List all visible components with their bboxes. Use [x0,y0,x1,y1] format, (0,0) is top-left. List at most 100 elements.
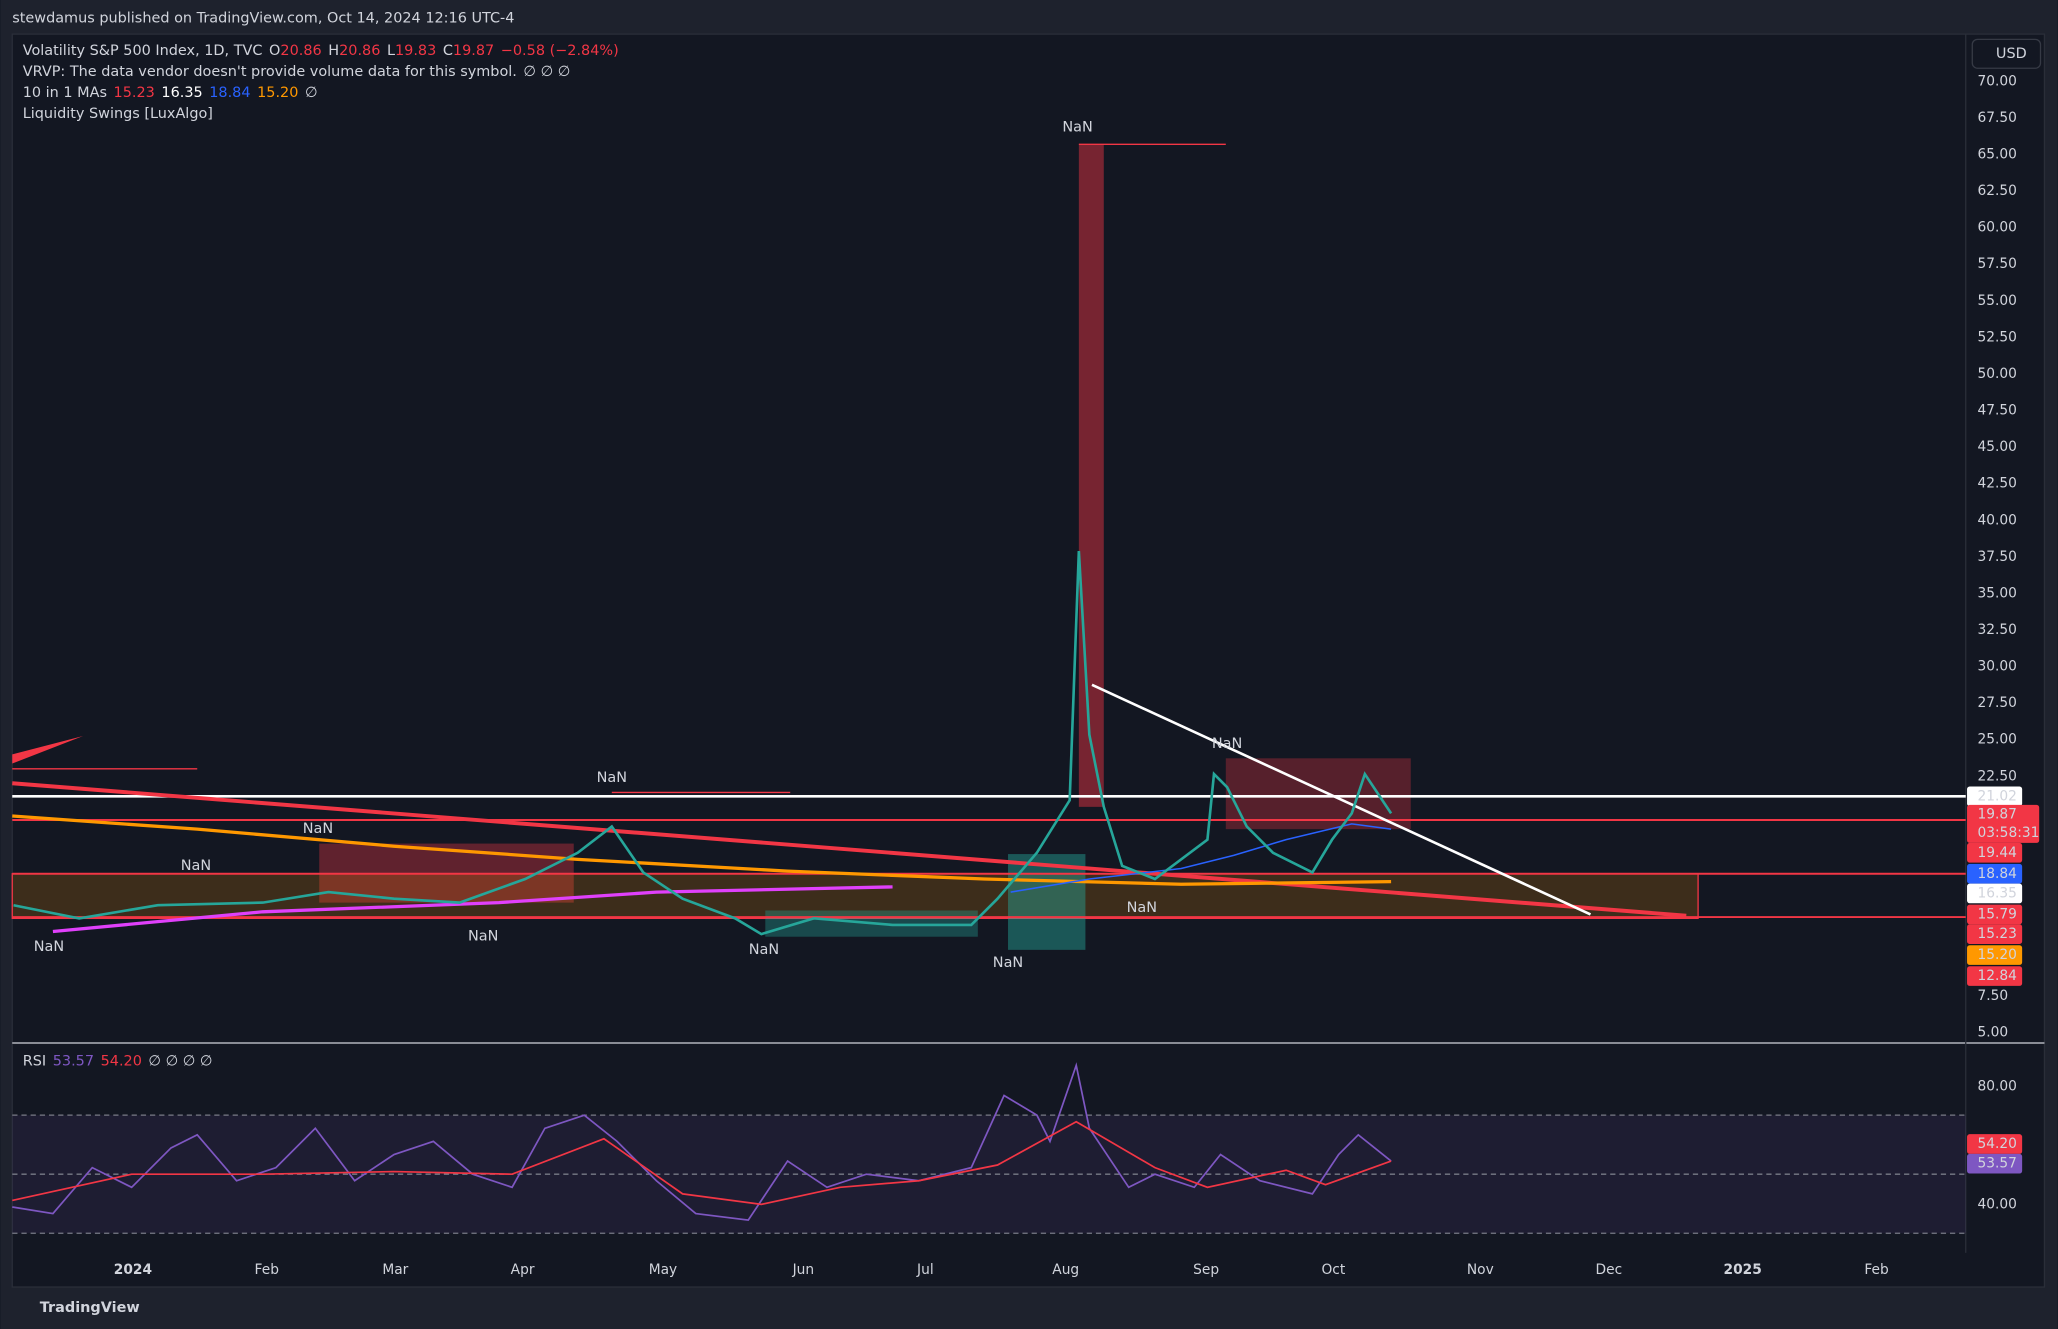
price-badge [1967,883,2023,904]
price-badge [1967,863,2023,884]
price-tick-label: 60.00 [1978,220,2017,236]
price-badge-label: 12.84 [1978,968,2017,984]
ma-value: 15.23 [114,85,155,101]
price-path [13,550,1393,936]
time-tick-label: 2025 [1724,1262,1762,1278]
rsi-badge-label: 54.20 [1978,1136,2017,1152]
time-tick-label: Dec [1596,1262,1623,1278]
time-tick-label: 2024 [114,1262,152,1278]
legend-liquidity: Liquidity Swings [LuxAlgo] [23,106,213,122]
price-tick-label: 57.50 [1978,256,2017,272]
price-badge-label: 15.79 [1978,906,2017,922]
price-badge-label: 19.87 [1978,807,2017,823]
rsi-flags: ∅ ∅ ∅ ∅ [148,1053,212,1069]
price-tick-label: 47.50 [1978,403,2017,419]
price-badge [1967,904,2023,925]
price-tick-label: 37.50 [1978,549,2017,565]
moving-average [52,885,893,934]
price-tick-label: 65.00 [1978,146,2017,162]
ohlc-label: O [269,43,280,59]
price-badge [1967,945,2023,965]
price-badge-label: 16.35 [1978,885,2017,901]
nan-label: NaN [34,939,64,955]
nan-label: NaN [303,821,333,837]
price-badge-label: 15.20 [1978,947,2017,963]
countdown: 03:58:31 [1978,825,2040,841]
ohlc-value: 20.86 [280,43,321,59]
price-tick-label: 35.00 [1978,585,2017,601]
price-tick-label: 40.00 [1978,512,2017,528]
ma-value: 18.84 [209,85,250,101]
rsi-badge-label: 53.57 [1978,1156,2017,1172]
price-badge-label: 15.23 [1978,926,2017,942]
price-tick-label: 52.50 [1978,329,2017,345]
moving-average [1010,823,1392,893]
price-badge-label: 18.84 [1978,866,2017,882]
price-badge [1967,804,2040,843]
price-tick-label: 67.50 [1978,110,2017,126]
nan-label: NaN [468,929,498,945]
time-tick-label: Feb [1864,1262,1888,1278]
price-badge [1967,924,2023,944]
legend-symbol: Volatility S&P 500 Index, 1D, TVC O20.86 H… [23,43,619,59]
time-tick-label: Jul [916,1262,934,1278]
rsi-name: RSI [23,1053,46,1069]
price-tick-label: 42.50 [1978,476,2017,492]
price-tick-label: 45.00 [1978,439,2017,455]
rsi-tick-label: 40.00 [1978,1196,2017,1212]
zone-wedge [12,736,84,764]
price-badge-label: 21.02 [1978,788,2017,804]
ohlc-value: 19.83 [395,43,436,59]
publisher-line: stewdamus published on TradingView.com, … [12,10,514,26]
symbol: Volatility S&P 500 Index, 1D, TVC [23,43,263,59]
nan-label: NaN [993,955,1023,971]
brand[interactable]: TradingView [40,1300,140,1316]
mas-flag: ∅ [305,85,318,101]
rsi-line [12,1062,1392,1222]
time-tick-label: Nov [1467,1262,1494,1278]
currency-button[interactable] [1971,38,2042,69]
legend-vrvp: VRVP: The data vendor doesn't provide vo… [23,64,571,80]
trend-line [1091,683,1592,916]
rsi-value: 53.57 [53,1053,94,1069]
ohlc-label: C [443,43,453,59]
change: −0.58 (−2.84%) [501,43,619,59]
rsi-badge [1967,1134,2023,1154]
price-tick-label: 25.00 [1978,732,2017,748]
time-tick-label: Feb [255,1262,279,1278]
mas-name: 10 in 1 MAs [23,85,107,101]
time-tick-label: Aug [1052,1262,1079,1278]
nan-label: NaN [749,942,779,958]
price-badge [1967,966,2023,986]
time-tick-label: Oct [1321,1262,1345,1278]
currency[interactable]: USD [1996,46,2027,62]
ohlc-value: 19.87 [453,43,494,59]
price-tick-label: 50.00 [1978,366,2017,382]
vrvp-flags: ∅ ∅ ∅ [523,64,570,80]
time-tick-label: Jun [792,1262,815,1278]
zone [1078,144,1104,807]
rsi-value: 54.20 [101,1053,142,1069]
time-tick-label: Apr [511,1262,535,1278]
moving-average [12,814,1392,886]
price-tick-label: 55.00 [1978,293,2017,309]
ma-value: 16.35 [161,85,202,101]
price-tick-label: 70.00 [1978,73,2017,89]
ma-value: 15.20 [257,85,298,101]
price-badge [1967,786,2023,807]
rsi-legend: RSI 53.57 54.20 ∅ ∅ ∅ ∅ [23,1053,213,1069]
trend-line [12,781,1687,918]
levels [12,550,1966,936]
nan-label: NaN [1127,900,1157,916]
ohlc-value: 20.86 [339,43,380,59]
ohlc-label: L [387,43,395,59]
nan-label: NaN [1062,119,1092,135]
price-tick-label: 22.50 [1978,768,2017,784]
legend-mas: 10 in 1 MAs 15.23 16.35 18.84 15.20 ∅ [23,85,318,101]
nan-label: NaN [1212,736,1242,752]
price-tick-label: 7.50 [1978,988,2009,1004]
price-badge [1967,842,2023,863]
ohlc-label: H [328,43,339,59]
chart-pane [11,33,2046,1288]
rsi-tick-label: 80.00 [1978,1078,2017,1094]
